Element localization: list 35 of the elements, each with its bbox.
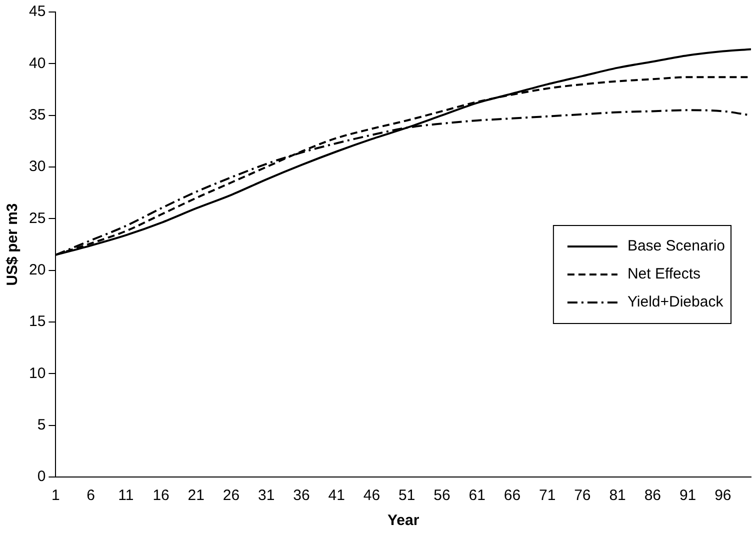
x-tick-label: 6 — [86, 487, 95, 504]
legend-label: Yield+Dieback — [627, 294, 724, 311]
x-tick-label: 36 — [293, 487, 310, 504]
x-tick-label: 66 — [504, 487, 521, 504]
y-tick-label: 45 — [28, 3, 46, 20]
x-tick-label: 86 — [644, 487, 662, 504]
x-tick-label: 81 — [609, 487, 626, 504]
x-tick-label: 96 — [714, 487, 732, 504]
y-tick-label: 0 — [37, 468, 46, 486]
y-tick-label: 20 — [28, 261, 46, 278]
x-tick-label: 1 — [52, 487, 60, 504]
x-tick-label: 56 — [434, 487, 450, 504]
x-tick-label: 51 — [398, 487, 416, 504]
legend-label: Net Effects — [627, 266, 701, 283]
y-tick-label: 40 — [28, 54, 46, 72]
x-tick-label: 26 — [222, 487, 240, 504]
y-axis-title: US$ per m3 — [4, 203, 22, 286]
x-tick-label: 21 — [188, 487, 204, 504]
x-tick-label: 11 — [118, 487, 134, 504]
y-tick-label: 25 — [28, 210, 46, 227]
x-tick-label: 31 — [258, 487, 275, 504]
x-tick-label: 91 — [679, 487, 696, 504]
x-tick-label: 41 — [328, 487, 345, 504]
y-tick-label: 30 — [28, 158, 46, 176]
legend-label: Base Scenario — [627, 238, 726, 255]
y-tick-label: 5 — [37, 416, 46, 434]
x-tick-label: 76 — [574, 487, 591, 504]
x-tick-label: 71 — [538, 487, 556, 504]
x-tick-label: 61 — [468, 487, 486, 504]
y-tick-label: 35 — [28, 106, 46, 124]
y-tick-label: 15 — [28, 313, 46, 330]
x-tick-label: 46 — [363, 487, 380, 504]
x-axis-title: Year — [387, 512, 420, 530]
x-tick-label: 16 — [152, 487, 170, 504]
y-tick-label: 10 — [28, 364, 46, 382]
